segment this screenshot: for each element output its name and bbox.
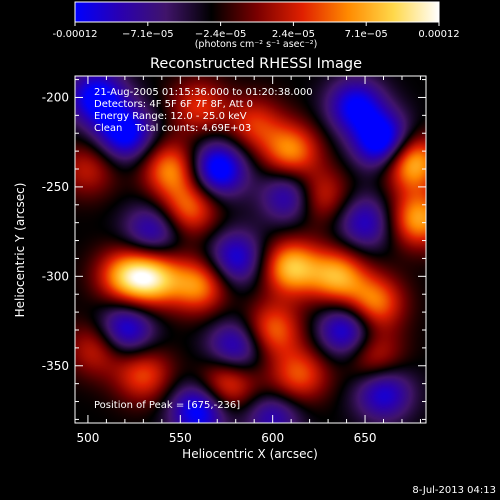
x-tick-label: 600 <box>261 431 284 445</box>
annotation-time-range: 21-Aug-2005 01:15:36.000 to 01:20:38.000 <box>94 87 313 98</box>
colorbar-tick-label: −7.1e−05 <box>122 29 174 40</box>
x-tick-label: 500 <box>76 431 99 445</box>
colorbar-ticks: -0.00012 −7.1e−05 −2.4e−05 2.4e−05 7.1e−05 0.… <box>53 22 460 40</box>
y-tick-label: -300 <box>42 269 69 283</box>
colorbar-tick-label: -0.00012 <box>53 29 98 40</box>
chart-title: Reconstructed RHESSI Image <box>150 56 362 72</box>
annotation-detectors: Detectors: 4F 5F 6F 7F 8F, Att 0 <box>94 99 253 110</box>
x-tick-label: 650 <box>354 431 377 445</box>
y-tick-label: -200 <box>42 90 69 104</box>
plot-frame <box>74 75 427 424</box>
colorbar-tick-label: 0.00012 <box>418 29 459 40</box>
heatmap-image <box>75 76 426 423</box>
colorbar-ramp <box>74 1 440 23</box>
observation-annotations: 21-Aug-2005 01:15:36.000 to 01:20:38.000… <box>94 87 313 134</box>
footer-date: 8-Jul-2013 04:13 <box>412 485 496 496</box>
colorbar-unit-label: (photons cm⁻² s⁻¹ asec⁻²) <box>195 39 318 50</box>
x-tick-label: 550 <box>169 431 192 445</box>
y-tick-label: -350 <box>42 359 69 373</box>
colorbar-tick-label: 7.1e−05 <box>345 29 388 40</box>
y-axis: -200 -250 -300 -350 <box>42 79 426 420</box>
y-tick-label: -250 <box>42 180 69 194</box>
heatmap-canvas <box>75 76 426 423</box>
colorbar: -0.00012 −7.1e−05 −2.4e−05 2.4e−05 7.1e−05 0.… <box>53 1 460 50</box>
y-axis-label: Heliocentric Y (arcsec) <box>13 183 27 318</box>
annotation-algorithm-counts: Clean Total counts: 4.69E+03 <box>94 123 251 134</box>
annotation-energy-range: Energy Range: 12.0 - 25.0 keV <box>94 111 247 122</box>
x-axis-label: Heliocentric X (arcsec) <box>182 447 318 461</box>
peak-position-label: Position of Peak = [675,-236] <box>94 400 240 411</box>
x-axis: 500 550 600 650 <box>76 76 421 445</box>
colorbar-tick-label: −2.4e−05 <box>195 29 247 40</box>
colorbar-tick-label: 2.4e−05 <box>272 29 315 40</box>
